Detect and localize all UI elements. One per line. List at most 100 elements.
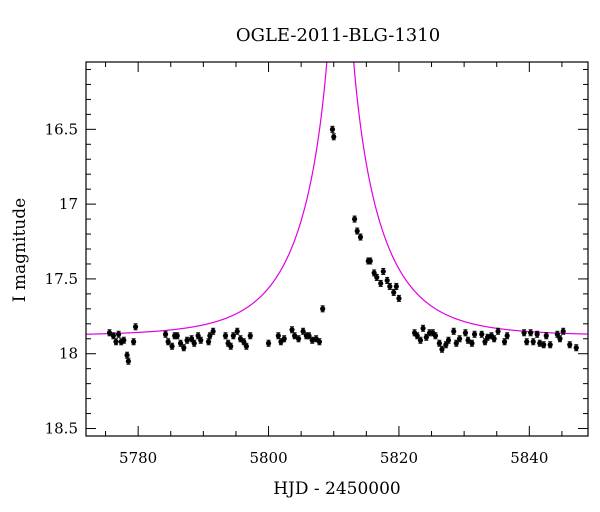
data-marker xyxy=(210,328,216,334)
data-point xyxy=(436,339,442,347)
data-marker xyxy=(491,336,497,342)
x-tick-label: 5840 xyxy=(510,449,548,467)
data-point xyxy=(130,338,137,346)
data-point xyxy=(184,336,190,344)
data-point xyxy=(121,336,127,344)
data-point xyxy=(198,336,204,344)
data-point xyxy=(495,327,501,335)
data-point xyxy=(411,329,418,337)
data-point xyxy=(205,338,212,346)
data-marker xyxy=(281,336,287,342)
data-point xyxy=(174,332,180,340)
data-marker xyxy=(169,343,175,349)
data-point xyxy=(501,338,508,346)
data-marker xyxy=(543,333,549,339)
data-point xyxy=(451,327,457,335)
data-marker xyxy=(420,325,426,331)
data-marker xyxy=(465,337,471,343)
data-marker xyxy=(165,339,171,345)
data-marker xyxy=(534,331,540,337)
data-marker xyxy=(106,330,113,336)
data-marker xyxy=(557,336,563,342)
data-marker xyxy=(367,258,373,264)
data-point xyxy=(125,357,131,365)
data-marker xyxy=(456,336,463,342)
data-marker xyxy=(560,328,566,334)
data-point xyxy=(162,330,169,338)
data-marker xyxy=(528,330,534,336)
data-marker xyxy=(393,283,399,289)
data-marker xyxy=(320,306,326,312)
data-point xyxy=(567,341,573,349)
data-point xyxy=(281,335,287,343)
data-marker xyxy=(265,340,272,346)
data-marker xyxy=(329,126,336,132)
data-point xyxy=(124,351,130,359)
data-point xyxy=(465,336,471,344)
data-point xyxy=(367,257,373,265)
data-point xyxy=(456,335,463,343)
data-marker xyxy=(378,280,384,287)
data-marker xyxy=(198,337,204,343)
model-curve xyxy=(86,62,588,335)
data-marker xyxy=(573,345,579,351)
data-point xyxy=(354,227,360,235)
y-tick-label: 17.5 xyxy=(45,270,78,288)
data-marker xyxy=(417,337,424,343)
data-point xyxy=(423,333,429,341)
data-marker xyxy=(451,328,457,334)
data-point xyxy=(177,339,184,347)
data-marker xyxy=(495,328,501,334)
data-point xyxy=(265,339,272,347)
data-marker xyxy=(374,274,380,281)
y-tick-label: 16.5 xyxy=(45,120,78,138)
data-point xyxy=(534,330,540,338)
data-marker xyxy=(132,324,139,330)
data-point xyxy=(181,344,187,352)
x-tick-label: 5800 xyxy=(249,449,287,467)
data-marker xyxy=(174,333,180,339)
data-point xyxy=(316,338,322,346)
data-point xyxy=(300,327,306,335)
data-marker xyxy=(125,358,131,364)
data-point xyxy=(541,341,547,349)
data-marker xyxy=(537,340,543,346)
data-point xyxy=(560,327,566,335)
data-point xyxy=(247,332,253,340)
data-marker xyxy=(121,337,127,343)
data-marker xyxy=(289,327,295,333)
data-marker xyxy=(462,330,469,336)
data-marker xyxy=(115,331,122,337)
data-marker xyxy=(479,331,485,337)
data-point xyxy=(210,327,216,335)
data-point xyxy=(537,339,543,347)
chart-title: OGLE-2011-BLG-1310 xyxy=(236,25,440,46)
data-point xyxy=(110,332,116,340)
x-axis-label: HJD - 2450000 xyxy=(273,479,401,499)
data-point xyxy=(432,332,439,340)
data-marker xyxy=(292,333,298,339)
data-marker xyxy=(384,277,390,284)
data-marker xyxy=(316,339,322,345)
x-tick-label: 5780 xyxy=(119,449,157,467)
data-marker xyxy=(130,339,137,345)
y-axis-label: I magnitude xyxy=(10,198,30,302)
data-marker xyxy=(191,340,197,346)
data-point xyxy=(557,335,563,343)
data-point xyxy=(445,336,452,344)
data-marker xyxy=(504,333,510,339)
data-marker xyxy=(485,334,491,340)
y-tick-label: 17 xyxy=(59,195,78,213)
data-point xyxy=(485,333,491,341)
data-point xyxy=(491,335,497,343)
data-point xyxy=(462,329,469,337)
data-marker xyxy=(124,352,130,358)
data-point xyxy=(115,330,122,338)
data-point xyxy=(573,344,579,352)
data-point xyxy=(479,330,485,338)
data-marker xyxy=(243,343,249,349)
data-point xyxy=(374,273,380,281)
data-marker xyxy=(110,333,116,339)
data-marker xyxy=(181,345,187,351)
data-point xyxy=(329,125,336,133)
